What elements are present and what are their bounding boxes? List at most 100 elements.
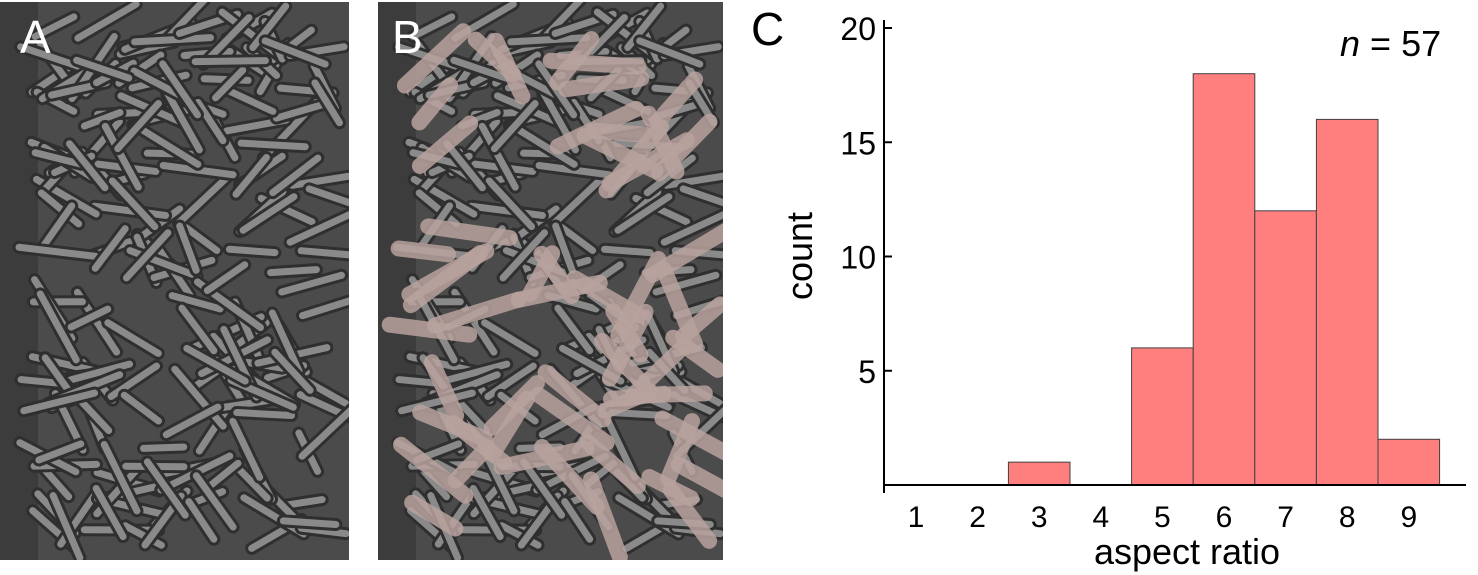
cell-rod (229, 417, 264, 481)
cell-rod (415, 189, 460, 228)
segmented-cell (420, 218, 518, 247)
segmented-cell (390, 240, 457, 263)
cell-rod (297, 247, 349, 259)
cell-rod (467, 202, 546, 219)
panel-label-c: C (751, 3, 785, 55)
histogram-chart: 5 10 15 20 1 2 3 4 5 6 7 8 9 (840, 11, 1466, 534)
micrograph-image-b-segmented (378, 2, 723, 560)
segmented-cell (649, 71, 704, 130)
cell-rod (272, 101, 327, 122)
cell-rod (478, 122, 519, 191)
cell-rod (601, 245, 654, 257)
segmented-cell (412, 404, 493, 447)
bar-6 (1192, 73, 1256, 486)
cell-rod (239, 193, 298, 234)
segmented-cell (530, 386, 615, 451)
cell-rod (131, 34, 214, 46)
cell-rod (143, 458, 189, 519)
cell-rod (561, 498, 594, 543)
cell-rod (36, 290, 80, 364)
cell-rod (49, 492, 84, 560)
segmented-cell (423, 354, 465, 424)
segmented-cell (411, 77, 459, 131)
sample-size-variable: n (1340, 23, 1361, 64)
segmented-cell (467, 31, 522, 83)
cell-rod (514, 205, 560, 240)
cell-rod (484, 362, 537, 400)
cell-rod (91, 225, 129, 272)
micrograph-panel-b: B (378, 2, 723, 560)
cell-rod (409, 13, 456, 41)
cell-rod (298, 406, 349, 460)
cell-rod (249, 2, 290, 51)
cell-rod (191, 57, 269, 66)
segmented-cell (566, 270, 647, 324)
cell-rod (233, 409, 296, 420)
cell-rod (159, 60, 202, 119)
cell-rod (20, 389, 99, 415)
cell-rod (469, 484, 504, 541)
segmented-cell (651, 113, 718, 182)
cell-rod (194, 98, 227, 145)
cell-rod (183, 344, 249, 385)
y-tick-label-5: 5 (858, 354, 876, 390)
bar-7 (1254, 210, 1317, 486)
bar-9 (1377, 438, 1441, 486)
cell-rod (203, 261, 249, 294)
cell-rod (267, 266, 320, 277)
cell-rod (499, 229, 549, 282)
segmented-cell (558, 70, 650, 98)
segmented-cell (522, 245, 561, 302)
segmented-cell (670, 456, 723, 498)
cell-rod (481, 319, 539, 357)
y-axis-label: count (779, 211, 820, 301)
cell-rod (138, 205, 184, 240)
cell-rod (520, 458, 566, 519)
cell-rod (443, 140, 486, 192)
panel-label-b: B (392, 11, 423, 63)
segmented-cell (579, 434, 646, 495)
x-tick-label-2: 2 (969, 501, 986, 534)
cell-rod (286, 211, 349, 246)
x-tick-label-5: 5 (1154, 501, 1171, 534)
cell-rod (614, 193, 673, 234)
cell-rod (15, 243, 100, 260)
cell-rod (65, 140, 109, 192)
cell-rod (398, 389, 476, 415)
cell-rod (185, 498, 218, 543)
cell-rod (90, 202, 170, 219)
cell-rod (66, 360, 134, 384)
cell-rod (107, 362, 160, 400)
cell-rod (108, 177, 159, 231)
segmented-cell (396, 23, 472, 94)
bar-8 (1315, 118, 1379, 486)
segmented-cell (404, 494, 464, 537)
cell-rod (31, 149, 85, 168)
bar-3 (1007, 461, 1071, 486)
cell-rod (485, 177, 536, 231)
sample-size-value: = 57 (1370, 23, 1442, 64)
cell-rod (279, 517, 340, 529)
cell-rod (490, 100, 539, 153)
cell-rod (288, 172, 349, 189)
cell-rod (17, 43, 83, 70)
cell-rod (114, 100, 162, 153)
segmented-cell (411, 115, 479, 174)
cell-rod (104, 319, 162, 357)
x-tick-label-1: 1 (908, 501, 925, 534)
cell-rod (203, 459, 242, 492)
panel-label-a: A (20, 11, 51, 63)
cell-rod (100, 441, 141, 515)
cell-rod (237, 139, 309, 151)
segmented-cell (484, 390, 535, 463)
cell-rod (550, 172, 609, 227)
x-tick-label-9: 9 (1400, 501, 1417, 534)
cell-rod (552, 222, 576, 274)
segmented-cell (402, 245, 488, 314)
x-tick-label-6: 6 (1216, 501, 1233, 534)
cell-rod (67, 305, 112, 331)
cell-rod (224, 86, 277, 115)
bar-5 (1131, 347, 1194, 486)
cell-rod (278, 271, 346, 296)
x-tick-label-8: 8 (1339, 501, 1356, 534)
